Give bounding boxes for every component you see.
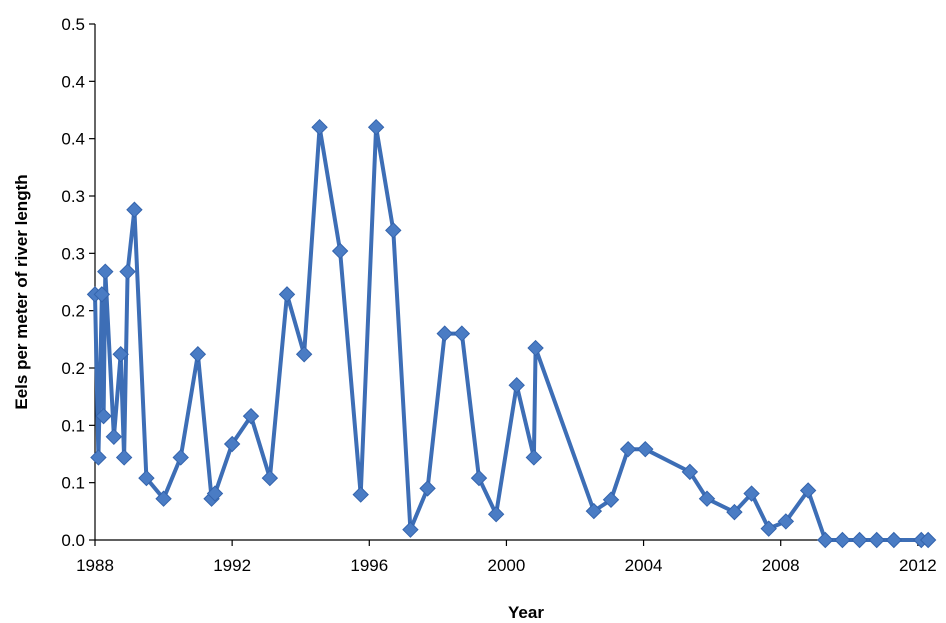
data-point	[90, 449, 107, 466]
data-point	[508, 376, 525, 394]
data-point	[206, 485, 224, 502]
data-point	[223, 435, 241, 453]
data-point	[311, 118, 328, 136]
data-point	[138, 469, 155, 487]
y-tick-label: 0.2	[61, 359, 85, 378]
data-point	[851, 531, 868, 549]
data-point	[868, 531, 885, 549]
data-point	[834, 531, 851, 549]
x-tick-label: 2004	[625, 556, 663, 575]
data-point	[470, 469, 488, 487]
data-point	[352, 486, 369, 503]
data-point	[189, 346, 207, 363]
data-point	[295, 346, 313, 363]
data-point	[681, 463, 699, 481]
data-point	[105, 428, 123, 446]
data-point	[527, 339, 544, 357]
data-point	[799, 482, 817, 499]
data-point	[760, 520, 777, 537]
data-point	[436, 325, 453, 342]
x-tick-label: 2000	[488, 556, 526, 575]
data-point	[115, 449, 133, 466]
series-line	[93, 125, 929, 542]
data-point	[726, 503, 743, 521]
data-point	[402, 521, 419, 538]
x-tick-label: 1988	[76, 556, 114, 575]
data-point	[817, 531, 834, 549]
data-point	[885, 531, 903, 549]
x-tick-label: 2008	[762, 556, 800, 575]
data-point	[602, 491, 620, 508]
data-point	[637, 440, 654, 458]
y-tick-label: 0.3	[61, 244, 85, 263]
data-point	[172, 449, 189, 466]
y-tick-label: 0.1	[61, 474, 85, 493]
data-point	[385, 222, 402, 239]
data-point	[261, 469, 279, 487]
data-point	[95, 407, 112, 425]
y-tick-label: 0.0	[61, 531, 85, 550]
data-point	[743, 485, 760, 502]
y-tick-label: 0.4	[61, 130, 85, 149]
x-axis-title: Year	[508, 603, 544, 622]
data-point	[119, 263, 136, 280]
data-point	[155, 490, 172, 507]
data-point	[367, 118, 385, 136]
data-point	[419, 480, 436, 497]
x-ticks: 1988 1992 1996 2000 2004 2008 2012	[76, 540, 937, 575]
data-point	[278, 286, 296, 303]
data-point	[126, 201, 143, 218]
data-point	[93, 286, 111, 303]
data-point	[525, 449, 543, 466]
y-tick-label: 0.3	[61, 187, 85, 206]
y-tick-label: 0.2	[61, 302, 85, 321]
y-ticks: 0.0 0.1 0.1 0.2 0.2 0.3 0.3 0.4 0.4 0.5	[61, 15, 95, 550]
data-point	[97, 263, 114, 280]
x-tick-label: 2012	[899, 556, 937, 575]
data-point	[487, 505, 505, 523]
data-point	[698, 490, 716, 507]
y-axis-title: Eels per meter of river length	[12, 174, 31, 409]
y-tick-label: 0.5	[61, 15, 85, 34]
data-point	[919, 531, 937, 549]
x-tick-label: 1996	[350, 556, 388, 575]
data-point	[585, 502, 603, 520]
data-point	[112, 346, 129, 363]
data-point	[453, 325, 471, 342]
y-tick-label: 0.4	[61, 72, 85, 91]
x-tick-label: 1992	[213, 556, 251, 575]
data-point	[777, 513, 795, 530]
data-point	[242, 407, 260, 425]
data-point	[331, 242, 349, 260]
series-layer	[86, 118, 937, 549]
data-point	[619, 440, 637, 458]
y-tick-label: 0.1	[61, 416, 85, 435]
